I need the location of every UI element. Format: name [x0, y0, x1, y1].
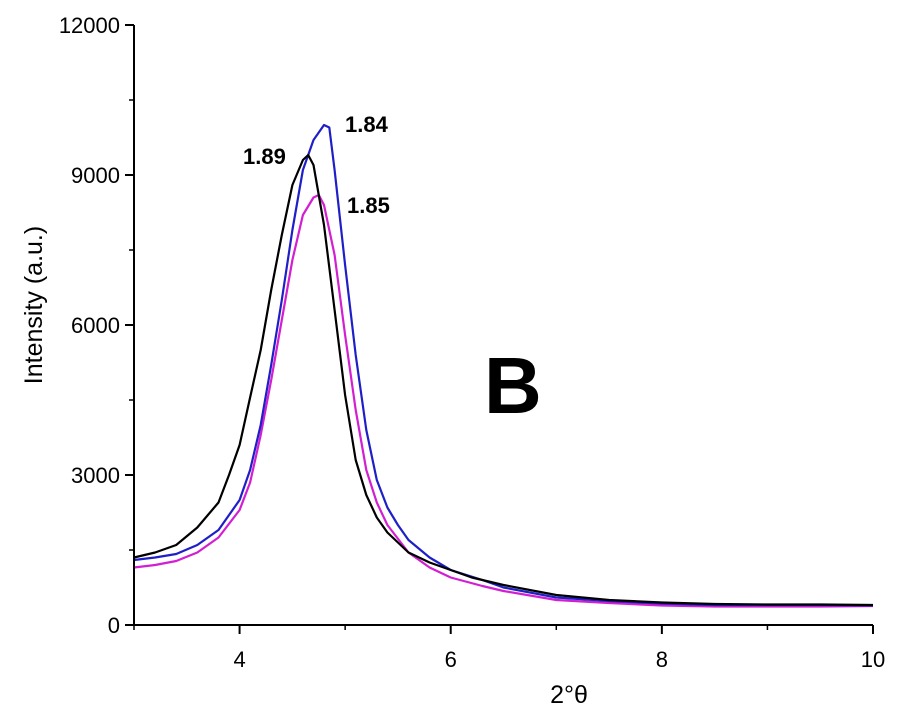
y-tick-label: 6000 [71, 313, 120, 338]
y-tick-label: 3000 [71, 463, 120, 488]
peak-label-blue: 1.84 [345, 112, 389, 137]
x-axis-title: 2°θ [550, 681, 588, 708]
y-tick-label: 9000 [71, 163, 120, 188]
y-axis-title: Intensity (a.u.) [20, 226, 48, 384]
x-tick-label: 6 [445, 647, 457, 672]
peak-label-black: 1.89 [243, 144, 286, 169]
y-tick-label: 0 [108, 613, 120, 638]
panel-label: B [484, 341, 542, 430]
series-line-2 [133, 193, 874, 608]
series-line-1 [133, 123, 874, 607]
y-tick-label: 12000 [59, 13, 120, 38]
peak-label-magenta: 1.85 [347, 193, 390, 218]
x-tick-label: 8 [656, 647, 668, 672]
x-tick-label: 4 [233, 647, 245, 672]
x-tick-label: 10 [861, 647, 885, 672]
chart-series [133, 123, 874, 608]
chart-ticks: 0 3000 6000 9000 12000 4 6 8 10 [59, 13, 885, 672]
chart-axes [133, 25, 873, 626]
series-line-0 [133, 153, 874, 607]
